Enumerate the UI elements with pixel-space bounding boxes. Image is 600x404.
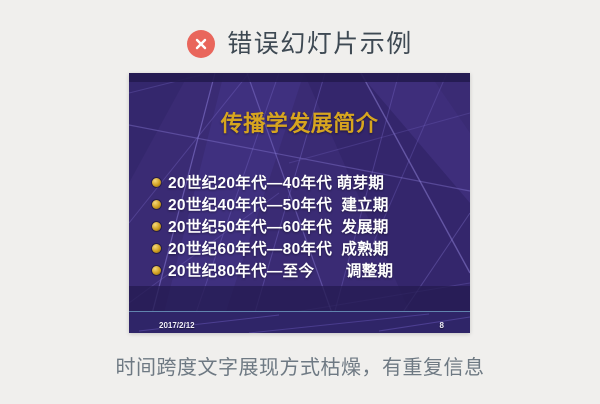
bullet-icon	[152, 199, 161, 209]
bullet-icon	[152, 177, 161, 187]
slide-background-texture	[129, 73, 470, 333]
bullet-label: 20世纪60年代—80年代 成熟期	[168, 241, 389, 258]
slide-bullet-list: 20世纪20年代—40年代 萌芽期 20世纪40年代—50年代 建立期 20世纪…	[152, 171, 393, 281]
caption-text: 时间跨度文字展现方式枯燥，有重复信息	[115, 357, 485, 379]
slide-date: 2017/2/12	[159, 320, 195, 330]
bullet-icon	[152, 221, 161, 231]
bullet-item: 20世纪80年代—至今 调整期	[152, 259, 393, 281]
bullet-label: 20世纪20年代—40年代 萌芽期	[168, 175, 385, 192]
bullet-item: 20世纪20年代—40年代 萌芽期	[152, 171, 393, 193]
bullet-label: 20世纪50年代—60年代 发展期	[168, 219, 389, 236]
bullet-label: 20世纪80年代—至今 调整期	[168, 263, 394, 280]
bullet-icon	[152, 243, 161, 253]
slide-footer: 2017/2/12 8	[129, 317, 470, 333]
bullet-item: 20世纪60年代—80年代 成熟期	[152, 237, 393, 259]
page-title: 错误幻灯片示例	[227, 30, 413, 58]
bullet-icon	[152, 265, 161, 275]
header: 错误幻灯片示例	[0, 28, 600, 60]
bullet-item: 20世纪50年代—60年代 发展期	[152, 215, 393, 237]
slide-image: 传播学发展简介 20世纪20年代—40年代 萌芽期 20世纪40年代—50年代 …	[129, 73, 470, 333]
error-x-icon	[187, 30, 216, 58]
bullet-item: 20世纪40年代—50年代 建立期	[152, 193, 393, 215]
bullet-label: 20世纪40年代—50年代 建立期	[168, 197, 389, 214]
slide-page-number: 8	[439, 320, 444, 330]
slide-title: 传播学发展简介	[220, 111, 379, 137]
